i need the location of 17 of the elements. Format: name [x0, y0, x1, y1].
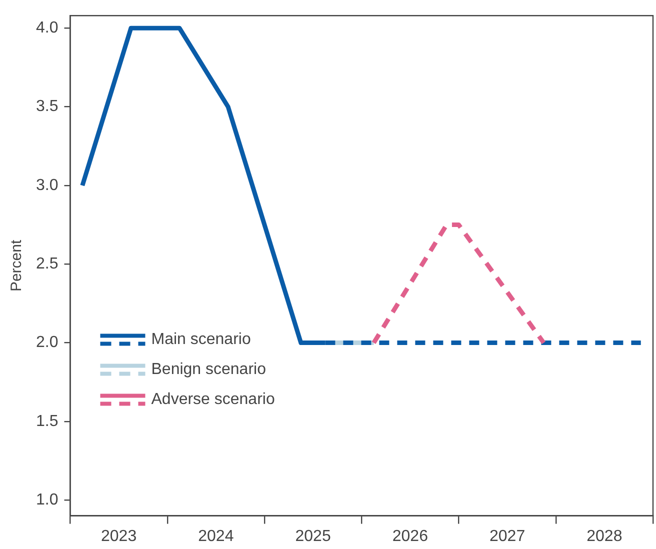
x-tick-label: 2023: [101, 528, 137, 545]
y-tick-label: 4.0: [36, 20, 58, 37]
legend-label: Main scenario: [151, 331, 251, 348]
legend-label: Adverse scenario: [151, 391, 275, 408]
y-tick-label: 3.0: [36, 176, 58, 194]
y-tick-label: 1.0: [36, 491, 58, 508]
legend-label: Benign scenario: [151, 361, 266, 378]
y-tick-label: 3.5: [36, 98, 58, 116]
y-tick-label: 1.5: [36, 412, 58, 430]
x-tick-label: 2024: [198, 528, 234, 545]
y-axis-title: Percent: [8, 239, 26, 292]
x-tick-label: 2026: [392, 528, 428, 545]
y-tick-label: 2.0: [36, 334, 58, 352]
y-tick-label: 2.5: [36, 256, 58, 273]
x-tick-label: 2028: [586, 528, 622, 545]
x-tick-label: 2025: [295, 528, 331, 545]
x-tick-label: 2027: [490, 528, 526, 545]
